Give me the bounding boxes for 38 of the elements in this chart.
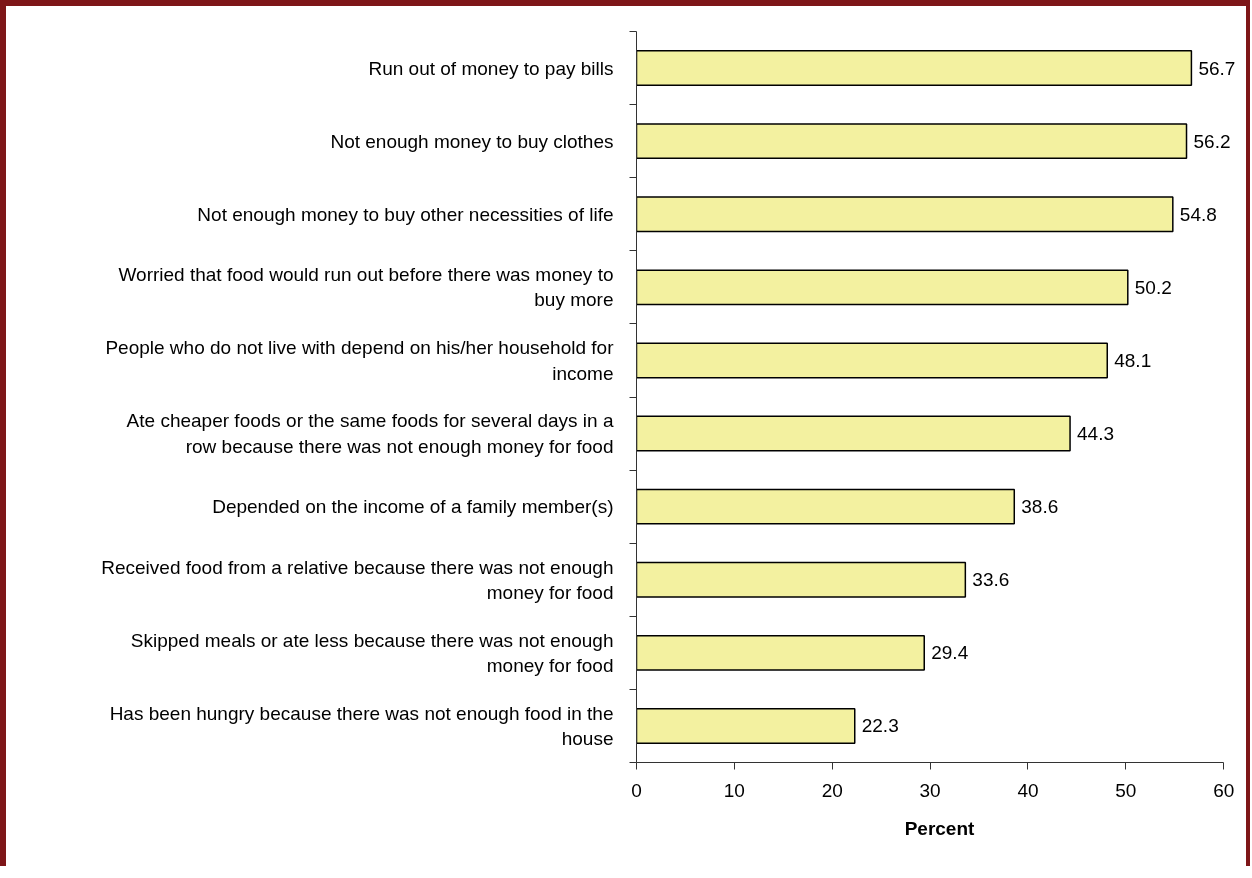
bar xyxy=(636,561,967,598)
bar xyxy=(636,488,1016,525)
x-tick-label: 10 xyxy=(723,779,745,801)
data-label: 22.3 xyxy=(861,715,899,737)
y-tick-label: Received food from a relative because there was not enough money for food xyxy=(101,556,614,603)
y-tick-label: Ate cheaper foods or the same foods for several days in a row because there was not enough money for food xyxy=(126,410,614,457)
bar xyxy=(636,708,856,744)
x-tick-label: 40 xyxy=(1017,779,1039,801)
y-tick-label: Not enough money to buy other necessities of life xyxy=(197,203,614,225)
bar xyxy=(636,196,1174,233)
data-label: 38.6 xyxy=(1021,496,1059,518)
bar xyxy=(636,269,1129,306)
data-label: 33.6 xyxy=(972,569,1010,591)
x-tick-label: 60 xyxy=(1213,779,1235,801)
y-tick-label: Has been hungry because there was not enough food in the house xyxy=(109,702,614,750)
x-tick-label: 20 xyxy=(821,779,843,801)
data-label: 48.1 xyxy=(1114,349,1152,371)
y-tick-label: Depended on the income of a family member(s) xyxy=(212,496,614,518)
bar xyxy=(636,342,1108,379)
y-tick-label: Not enough money to buy clothes xyxy=(330,130,614,152)
x-tick-label: 0 xyxy=(631,779,642,801)
bar xyxy=(636,50,1193,86)
data-label: 56.2 xyxy=(1193,130,1231,152)
data-label: 50.2 xyxy=(1134,276,1172,298)
y-tick-label: Worried that food would run out before there was money to buy more xyxy=(118,264,614,311)
bar xyxy=(636,123,1188,160)
y-tick-label: Run out of money to pay bills xyxy=(368,57,614,79)
data-label: 54.8 xyxy=(1179,203,1217,225)
data-label: 44.3 xyxy=(1077,423,1115,445)
x-axis-title: Percent xyxy=(904,817,976,839)
bar xyxy=(636,415,1071,452)
x-tick-label: 50 xyxy=(1115,779,1137,801)
bar xyxy=(636,634,925,671)
y-tick-label: People who do not live with depend on his/her household for income xyxy=(105,337,615,384)
x-tick-label: 30 xyxy=(919,779,941,801)
data-label: 29.4 xyxy=(931,642,969,664)
y-tick-label: Skipped meals or ate less because there was not enough money for food xyxy=(130,629,614,676)
data-label: 56.7 xyxy=(1198,57,1236,79)
